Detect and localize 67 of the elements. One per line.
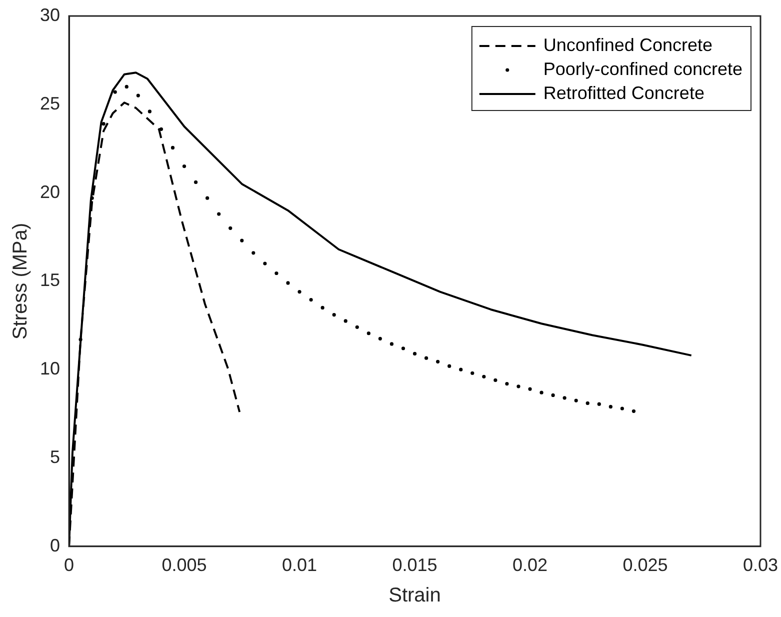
point <box>401 346 406 350</box>
point <box>412 352 417 356</box>
point <box>448 364 452 368</box>
point <box>424 356 428 360</box>
x-tick-label: 0.01 <box>282 555 318 576</box>
point <box>344 319 348 323</box>
point <box>505 382 509 386</box>
point <box>298 290 302 294</box>
point <box>217 212 221 216</box>
point <box>551 393 555 398</box>
point <box>540 390 544 394</box>
point <box>309 298 313 302</box>
point <box>366 332 370 336</box>
point <box>252 251 256 255</box>
point <box>332 312 336 317</box>
point <box>113 90 117 94</box>
point <box>228 226 232 230</box>
legend-label: Poorly-confined concrete <box>543 58 742 79</box>
point <box>620 406 624 410</box>
point <box>562 396 566 400</box>
x-tick-label: 0.025 <box>622 555 668 576</box>
point <box>148 110 152 114</box>
point <box>136 94 140 98</box>
x-tick-label: 0.015 <box>392 555 438 576</box>
point <box>516 384 520 388</box>
point <box>263 262 267 266</box>
point <box>470 371 474 375</box>
x-tick-label: 0.03 <box>742 555 778 576</box>
point <box>90 196 94 200</box>
point <box>378 336 382 340</box>
point <box>170 146 175 150</box>
point <box>355 325 359 329</box>
point <box>206 196 210 200</box>
y-tick-label: 10 <box>40 358 60 379</box>
y-tick-label: 0 <box>50 535 60 556</box>
legend-label: Retrofitted Concrete <box>543 82 704 103</box>
point <box>274 271 278 276</box>
point <box>597 402 601 406</box>
point <box>194 180 198 184</box>
point <box>436 360 440 364</box>
point <box>159 127 164 131</box>
y-axis-title: Stress (MPa) <box>10 222 32 340</box>
point <box>124 84 128 89</box>
x-tick-label: 0.02 <box>512 555 548 576</box>
y-tick-label: 25 <box>40 93 60 114</box>
point <box>182 164 186 168</box>
point <box>608 404 612 409</box>
point <box>632 409 636 413</box>
y-tick-label: 20 <box>40 182 60 202</box>
point <box>320 306 324 310</box>
point <box>494 378 498 382</box>
point <box>574 398 578 402</box>
point <box>102 122 106 126</box>
point <box>286 281 290 285</box>
y-tick-label: 30 <box>40 4 60 25</box>
x-tick-label: 0 <box>64 555 74 576</box>
y-tick-label: 5 <box>50 446 60 467</box>
point <box>586 401 590 405</box>
point <box>390 342 394 346</box>
legend-label: Unconfined Concrete <box>543 34 712 55</box>
x-tick-label: 0.005 <box>162 555 207 576</box>
x-axis-title: Strain <box>388 584 441 607</box>
point <box>240 238 244 242</box>
point <box>459 368 463 372</box>
point <box>482 374 486 378</box>
y-tick-label: 15 <box>40 270 60 290</box>
point <box>528 387 532 391</box>
